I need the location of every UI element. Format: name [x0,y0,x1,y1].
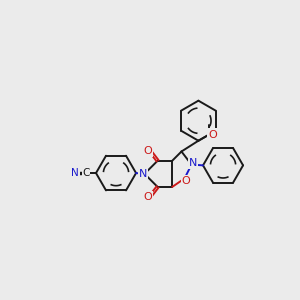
Text: N: N [139,169,147,179]
Text: N: N [189,158,197,168]
Text: O: O [143,146,152,156]
Text: O: O [208,130,217,140]
Text: N: N [71,168,79,178]
Text: O: O [182,176,190,186]
Text: C: C [82,168,90,178]
Text: O: O [143,192,152,202]
